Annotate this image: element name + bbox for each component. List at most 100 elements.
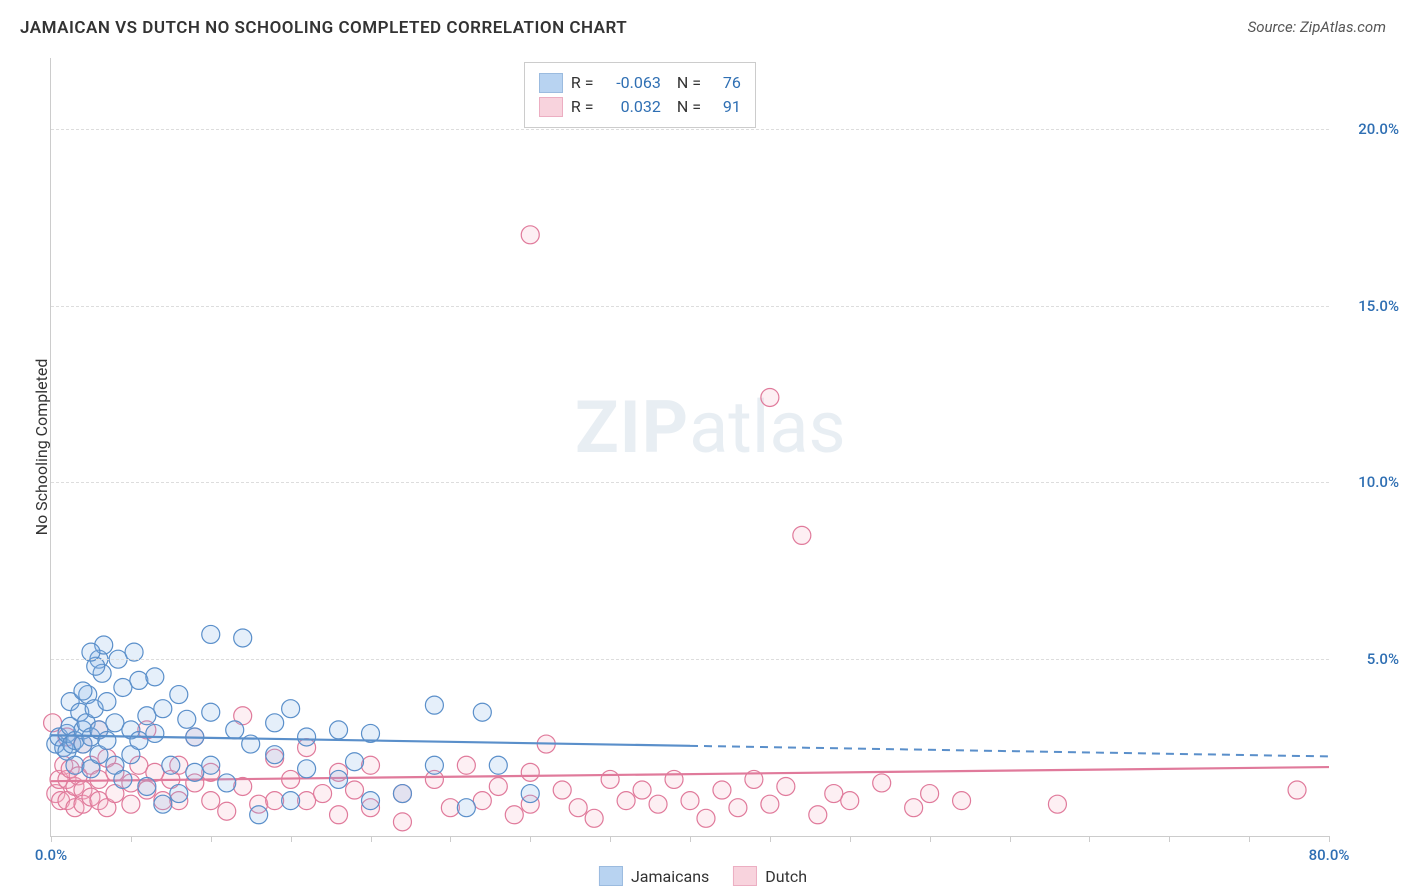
x-tick-label: 80.0%: [1309, 846, 1350, 864]
y-tick-label: 5.0%: [1339, 650, 1399, 668]
data-point-jamaicans: [234, 629, 252, 647]
y-tick-label: 20.0%: [1339, 120, 1399, 138]
data-point-dutch: [873, 774, 891, 792]
data-point-dutch: [266, 792, 284, 810]
data-point-jamaicans: [330, 770, 348, 788]
data-point-dutch: [393, 813, 411, 831]
stat-n-value: 76: [713, 71, 741, 95]
data-point-jamaicans: [106, 714, 124, 732]
data-point-jamaicans: [114, 678, 132, 696]
stat-r-label: R =: [571, 71, 599, 95]
legend-item-jamaicans: Jamaicans: [599, 866, 709, 886]
data-point-jamaicans: [138, 777, 156, 795]
x-tick-label: 0.0%: [35, 846, 67, 864]
stats-legend: R = -0.063 N = 76 R = 0.032 N = 91: [524, 62, 756, 128]
data-point-jamaicans: [266, 746, 284, 764]
data-point-jamaicans: [170, 785, 188, 803]
data-point-dutch: [1288, 781, 1306, 799]
x-tick-mark: [1010, 836, 1011, 842]
x-tick-mark: [371, 836, 372, 842]
data-point-jamaicans: [178, 710, 196, 728]
stats-row-dutch: R = 0.032 N = 91: [539, 95, 741, 119]
data-point-jamaicans: [146, 668, 164, 686]
data-point-jamaicans: [362, 792, 380, 810]
trendline-dashed-jamaicans: [690, 746, 1329, 757]
legend-label: Jamaicans: [631, 867, 709, 886]
data-point-jamaicans: [393, 785, 411, 803]
data-point-jamaicans: [186, 763, 204, 781]
data-point-dutch: [521, 226, 539, 244]
x-tick-mark: [770, 836, 771, 842]
data-point-jamaicans: [74, 682, 92, 700]
data-point-dutch: [697, 809, 715, 827]
data-point-jamaicans: [170, 686, 188, 704]
data-point-jamaicans: [266, 714, 284, 732]
data-point-dutch: [314, 785, 332, 803]
x-tick-mark: [291, 836, 292, 842]
data-point-jamaicans: [154, 795, 172, 813]
data-point-jamaicans: [282, 792, 300, 810]
data-point-jamaicans: [298, 728, 316, 746]
data-point-dutch: [473, 792, 491, 810]
swatch-jamaicans: [539, 73, 563, 93]
data-point-jamaicans: [457, 799, 475, 817]
data-point-jamaicans: [346, 753, 364, 771]
data-point-dutch: [569, 799, 587, 817]
stat-r-value: -0.063: [607, 71, 661, 95]
legend-label: Dutch: [765, 867, 807, 886]
x-tick-mark: [51, 836, 52, 842]
data-point-jamaicans: [298, 760, 316, 778]
data-point-jamaicans: [473, 703, 491, 721]
x-tick-mark: [530, 836, 531, 842]
gridline: [51, 659, 1329, 660]
data-point-jamaicans: [98, 732, 116, 750]
data-point-dutch: [665, 770, 683, 788]
data-point-dutch: [346, 781, 364, 799]
data-point-jamaicans: [250, 806, 268, 824]
data-point-dutch: [521, 763, 539, 781]
stat-n-value: 91: [713, 95, 741, 119]
data-point-jamaicans: [114, 770, 132, 788]
data-point-dutch: [441, 799, 459, 817]
series-legend: Jamaicans Dutch: [599, 866, 807, 886]
x-tick-mark: [450, 836, 451, 842]
data-point-dutch: [649, 795, 667, 813]
swatch-dutch: [539, 97, 563, 117]
data-point-jamaicans: [425, 696, 443, 714]
stat-r-label: R =: [571, 95, 599, 119]
trendline-dutch: [51, 767, 1329, 781]
data-point-jamaicans: [98, 693, 116, 711]
data-point-dutch: [681, 792, 699, 810]
chart-title: JAMAICAN VS DUTCH NO SCHOOLING COMPLETED…: [20, 18, 627, 38]
y-axis-title: No Schooling Completed: [32, 359, 51, 536]
data-point-dutch: [729, 799, 747, 817]
data-point-jamaicans: [218, 774, 236, 792]
chart-source: Source: ZipAtlas.com: [1248, 18, 1386, 36]
stats-row-jamaicans: R = -0.063 N = 76: [539, 71, 741, 95]
x-tick-mark: [1249, 836, 1250, 842]
stat-r-value: 0.032: [607, 95, 661, 119]
data-point-dutch: [489, 777, 507, 795]
data-point-jamaicans: [130, 671, 148, 689]
data-point-dutch: [905, 799, 923, 817]
x-tick-mark: [131, 836, 132, 842]
gridline: [51, 482, 1329, 483]
data-point-dutch: [505, 806, 523, 824]
data-point-dutch: [617, 792, 635, 810]
data-point-jamaicans: [521, 785, 539, 803]
data-point-jamaicans: [154, 700, 172, 718]
data-point-jamaicans: [330, 721, 348, 739]
data-point-jamaicans: [162, 756, 180, 774]
data-point-jamaicans: [146, 724, 164, 742]
data-point-dutch: [601, 770, 619, 788]
x-tick-mark: [1329, 836, 1330, 842]
swatch-dutch: [733, 866, 757, 886]
stat-n-label: N =: [677, 71, 705, 95]
stat-n-label: N =: [677, 95, 705, 119]
data-point-dutch: [218, 802, 236, 820]
data-point-dutch: [202, 792, 220, 810]
data-point-dutch: [777, 777, 795, 795]
x-tick-mark: [610, 836, 611, 842]
data-point-dutch: [122, 795, 140, 813]
swatch-jamaicans: [599, 866, 623, 886]
